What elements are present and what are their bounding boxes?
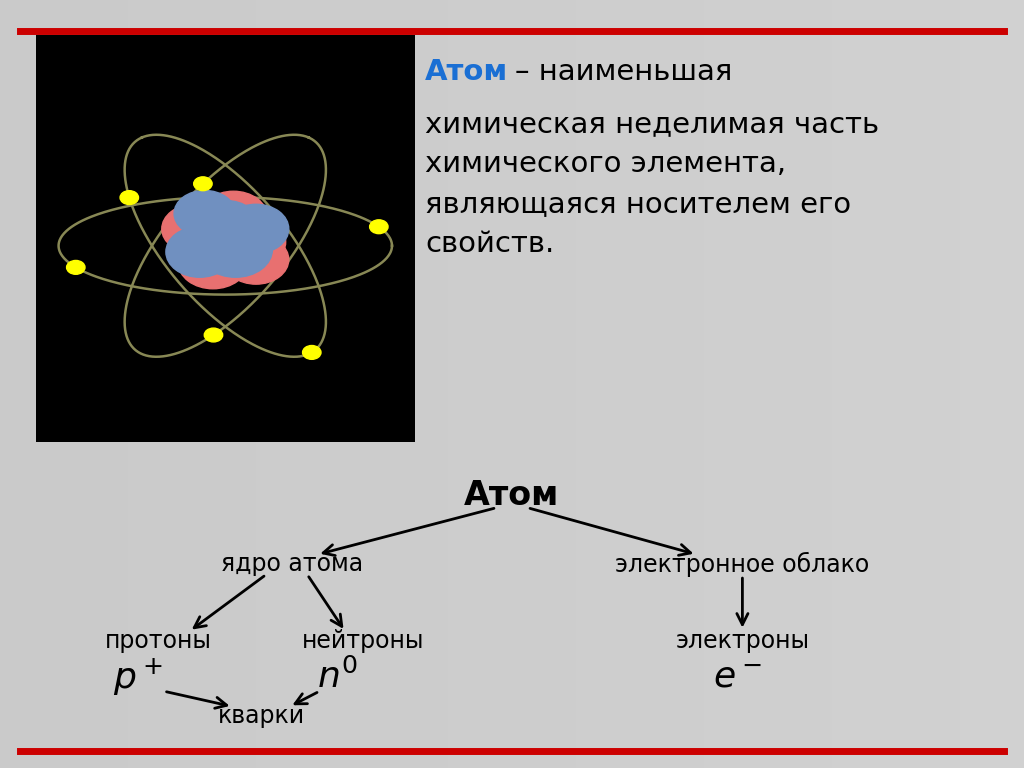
Circle shape: [216, 216, 286, 268]
Circle shape: [302, 346, 321, 359]
Circle shape: [200, 191, 267, 242]
Text: Атом: Атом: [464, 479, 560, 511]
Circle shape: [194, 177, 212, 190]
Circle shape: [190, 200, 260, 253]
Text: нейтроны: нейтроны: [302, 629, 425, 654]
Bar: [36, 35, 415, 442]
Circle shape: [199, 222, 272, 277]
Text: химическая неделимая часть
химического элемента,
являющаяся носителем его
свойст: химическая неделимая часть химического э…: [425, 110, 879, 258]
Circle shape: [166, 227, 233, 277]
Circle shape: [178, 237, 248, 289]
Circle shape: [370, 220, 388, 233]
Text: электронное облако: электронное облако: [615, 552, 869, 577]
Circle shape: [120, 190, 138, 204]
Text: ядро атома: ядро атома: [221, 552, 362, 577]
Text: электроны: электроны: [676, 629, 809, 654]
Text: $n^0$: $n^0$: [317, 659, 358, 696]
Text: Атом: Атом: [425, 58, 508, 85]
Text: кварки: кварки: [217, 703, 305, 728]
Text: $p^+$: $p^+$: [114, 657, 163, 698]
Circle shape: [174, 190, 236, 237]
Circle shape: [223, 204, 289, 253]
Circle shape: [67, 260, 85, 274]
Text: – наименьшая: – наименьшая: [515, 58, 732, 85]
Circle shape: [178, 209, 252, 264]
Circle shape: [162, 204, 227, 253]
Text: протоны: протоны: [105, 629, 212, 654]
Text: $e^-$: $e^-$: [713, 660, 762, 694]
Circle shape: [223, 235, 289, 284]
Circle shape: [204, 328, 222, 342]
